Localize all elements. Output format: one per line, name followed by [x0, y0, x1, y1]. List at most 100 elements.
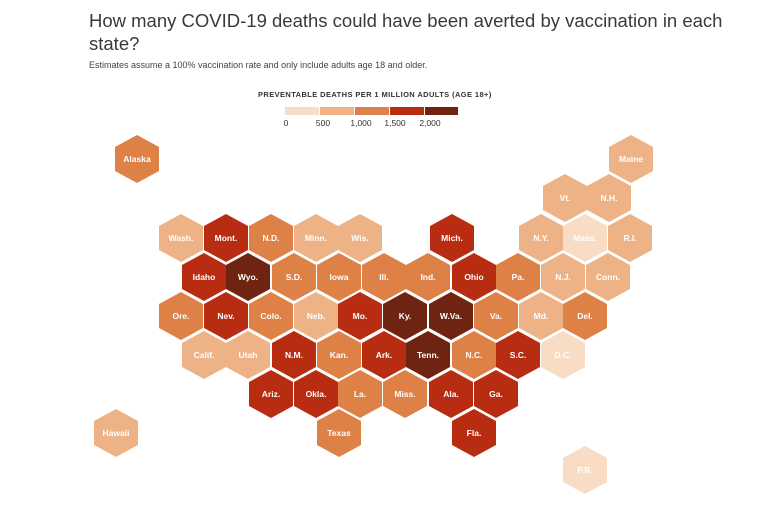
state-hex-ct: Conn.: [586, 253, 630, 301]
state-label: Ky.: [398, 311, 412, 321]
state-label: Miss.: [394, 389, 416, 399]
state-label: Texas: [327, 428, 351, 438]
legend-tick-3: 1,500: [384, 118, 406, 128]
state-hex-nj: N.J.: [541, 253, 585, 301]
state-hex-wy: Wyo.: [226, 253, 270, 301]
state-hex-ky: Ky.: [383, 292, 427, 340]
legend-tick-4: 2,000: [419, 118, 441, 128]
state-label: Tenn.: [416, 350, 440, 360]
state-label: Del.: [577, 311, 593, 321]
state-label: Vt.: [559, 193, 571, 203]
state-hex-il: Ill.: [362, 253, 406, 301]
state-hex-nv: Nev.: [204, 292, 248, 340]
state-hex-oh: Ohio: [452, 253, 496, 301]
state-label: Colo.: [260, 311, 282, 321]
state-label: Wis.: [351, 233, 369, 243]
state-hex-md: Md.: [519, 292, 563, 340]
state-label: Idaho: [192, 272, 216, 282]
page-title: How many COVID-19 deaths could have been…: [89, 10, 723, 54]
state-label: N.M.: [285, 350, 303, 360]
state-label: N.J.: [555, 272, 571, 282]
state-hex-mo: Mo.: [338, 292, 382, 340]
state-hex-la: La.: [338, 370, 382, 418]
state-hex-wv: W.Va.: [429, 292, 473, 340]
state-label: Conn.: [595, 272, 621, 282]
state-hex-wa: Wash.: [159, 214, 203, 262]
state-hex-mi: Mich.: [430, 214, 474, 262]
state-hex-in: Ind.: [406, 253, 450, 301]
state-hex-ny: N.Y.: [519, 214, 563, 262]
state-label: Maine: [618, 154, 644, 164]
state-label: Va.: [489, 311, 503, 321]
state-hex-ca: Calif.: [182, 331, 226, 379]
state-label: Kan.: [329, 350, 349, 360]
state-hex-ok: Okla.: [294, 370, 338, 418]
state-hex-wi: Wis.: [338, 214, 382, 262]
state-label: Ga.: [489, 389, 503, 399]
state-hex-ri: R.I.: [608, 214, 652, 262]
state-hex-mn: Minn.: [294, 214, 338, 262]
state-label: R.I.: [623, 233, 637, 243]
state-label: S.D.: [285, 272, 303, 282]
state-hex-dc: D.C.: [541, 331, 585, 379]
state-label: Ill.: [379, 272, 389, 282]
state-hex-al: Ala.: [429, 370, 473, 418]
state-hex-tx: Texas: [317, 409, 361, 457]
state-label: W.Va.: [439, 311, 463, 321]
state-label: Mass.: [573, 233, 597, 243]
state-label: Mo.: [352, 311, 368, 321]
state-label: Ind.: [420, 272, 436, 282]
state-hex-sc: S.C.: [496, 331, 540, 379]
state-label: Hawaii: [102, 428, 130, 438]
state-label: Ark.: [375, 350, 393, 360]
state-label: La.: [353, 389, 367, 399]
state-hex-ms: Miss.: [383, 370, 427, 418]
state-hex-nc: N.C.: [452, 331, 496, 379]
legend-title: PREVENTABLE DEATHS PER 1 MILLION ADULTS …: [258, 90, 492, 99]
state-hex-ia: Iowa: [317, 253, 361, 301]
state-label: Ohio: [464, 272, 484, 282]
legend-tick-0: 0: [283, 118, 289, 128]
state-label: Alaska: [123, 154, 151, 164]
state-label: Neb.: [306, 311, 326, 321]
legend-tick-2: 1,000: [350, 118, 372, 128]
state-hex-de: Del.: [563, 292, 607, 340]
state-hex-co: Colo.: [249, 292, 293, 340]
state-hex-nh: N.H.: [587, 174, 631, 222]
state-label: N.H.: [600, 193, 618, 203]
state-label: Fla.: [466, 428, 482, 438]
state-label: Ore.: [172, 311, 190, 321]
state-label: Ariz.: [261, 389, 281, 399]
state-label: Wyo.: [237, 272, 259, 282]
state-label: Mont.: [214, 233, 238, 243]
state-hex-tn: Tenn.: [406, 331, 450, 379]
state-hex-ne: Neb.: [294, 292, 338, 340]
state-label: P.R.: [577, 465, 593, 475]
state-label: Mich.: [441, 233, 463, 243]
state-hex-nm: N.M.: [272, 331, 316, 379]
state-hex-ma: Mass.: [563, 214, 607, 262]
state-label: Wash.: [168, 233, 194, 243]
state-label: Okla.: [305, 389, 327, 399]
state-label: D.C.: [554, 350, 572, 360]
state-hex-ak: Alaska: [115, 135, 159, 183]
state-label: Minn.: [304, 233, 328, 243]
state-label: S.C.: [509, 350, 527, 360]
state-hex-sd: S.D.: [272, 253, 316, 301]
state-hex-or: Ore.: [159, 292, 203, 340]
state-hex-mt: Mont.: [204, 214, 248, 262]
state-hex-ks: Kan.: [317, 331, 361, 379]
state-hex-me: Maine: [609, 135, 653, 183]
state-label: N.Y.: [533, 233, 549, 243]
state-hex-ar: Ark.: [362, 331, 406, 379]
state-hex-pa: Pa.: [496, 253, 540, 301]
state-hex-ga: Ga.: [474, 370, 518, 418]
legend-swatch-0: [285, 107, 319, 115]
legend-swatch-3: [390, 107, 424, 115]
page-subtitle: Estimates assume a 100% vaccination rate…: [89, 60, 428, 70]
state-label: Ala.: [443, 389, 459, 399]
legend-swatch-2: [355, 107, 389, 115]
state-hex-fl: Fla.: [452, 409, 496, 457]
legend-tick-1: 500: [315, 118, 331, 128]
state-hex-pr: P.R.: [563, 446, 607, 494]
